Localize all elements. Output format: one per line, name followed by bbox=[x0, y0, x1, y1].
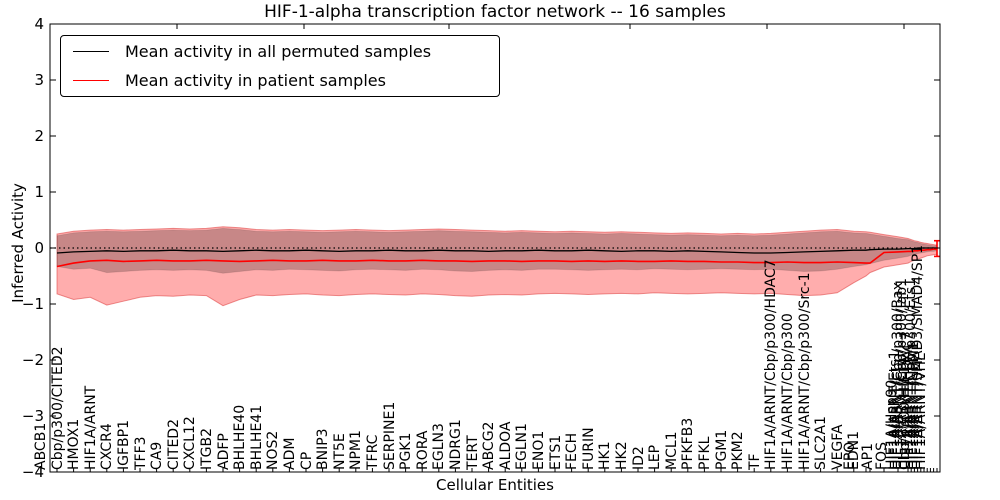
x-tick-label: TFRC bbox=[365, 434, 381, 470]
x-tick-label: BNIP3 bbox=[315, 428, 332, 470]
x-tick-label: HMOX1 bbox=[66, 418, 83, 470]
chart-title: HIF-1-alpha transcription factor network… bbox=[264, 2, 726, 22]
x-tick-label: NDRG1 bbox=[448, 419, 464, 470]
patient-mean-line bbox=[56, 248, 937, 268]
x-tick-label: NPM1 bbox=[348, 430, 365, 470]
legend-line-sample-permuted bbox=[73, 51, 109, 53]
x-tick-label: ID2 bbox=[630, 446, 647, 470]
x-tick-label: HIF1A/ARNT/Cbp/p300/HDAC7 bbox=[763, 259, 780, 470]
y-tick-label: −1 bbox=[21, 295, 44, 313]
x-tick-label: HK1 bbox=[597, 441, 614, 470]
x-tick-label: CP bbox=[298, 451, 315, 470]
x-tick-label: EGLN1 bbox=[514, 423, 531, 470]
legend-entry-label: Mean activity in patient samples bbox=[125, 70, 386, 90]
x-tick-label: BHLHE40 bbox=[232, 404, 249, 470]
y-tick-label: −2 bbox=[21, 351, 44, 369]
y-tick-label: −4 bbox=[21, 463, 44, 481]
x-tick-label: ABCG2 bbox=[481, 421, 498, 470]
legend-line-sample-patient bbox=[73, 79, 109, 81]
y-tick-label: 4 bbox=[34, 15, 44, 33]
x-tick-label: Cbp/p300/CITED2 bbox=[49, 346, 66, 470]
x-tick-label: FECH bbox=[564, 432, 581, 470]
x-tick-label: HIF1A/ARNT/Cbp/p300 bbox=[780, 313, 796, 470]
y-tick-label: 2 bbox=[34, 127, 44, 145]
x-tick-label: FURIN bbox=[580, 427, 597, 470]
x-tick-label: PFKL bbox=[697, 436, 713, 470]
x-tick-label: CITED2 bbox=[165, 419, 182, 470]
legend-entry: Mean activity in all permuted samples bbox=[61, 39, 499, 65]
x-tick-label: TERT bbox=[464, 435, 481, 470]
legend-entry-label: Mean activity in all permuted samples bbox=[125, 42, 432, 62]
y-tick-label: −3 bbox=[21, 407, 44, 425]
x-tick-label: NT5E bbox=[331, 433, 348, 470]
x-tick-label: LEP bbox=[647, 444, 664, 470]
x-tick-label: ETS1 bbox=[547, 434, 564, 470]
x-tick-label: TF bbox=[746, 453, 763, 470]
x-tick-label: ALDOA bbox=[497, 421, 514, 470]
x-tick-label: ADM bbox=[282, 437, 298, 470]
y-tick-label: 1 bbox=[34, 183, 44, 201]
permuted-mean-line bbox=[56, 247, 937, 254]
x-tick-label: RORA bbox=[414, 430, 431, 470]
x-tick-label: PKM2 bbox=[730, 431, 747, 470]
x-tick-label: HK2 bbox=[614, 441, 630, 470]
x-tick-label: PGM1 bbox=[713, 429, 730, 470]
x-tick-label: HIF1A/ARNT/Cbp/p300/Src-1 bbox=[796, 272, 813, 470]
x-tick-label: TFF3 bbox=[132, 436, 149, 470]
x-tick-label: HIF1A/ARNT bbox=[82, 385, 99, 470]
x-tick-label: CA9 bbox=[149, 441, 166, 470]
x-tick-label: ITGB2 bbox=[199, 427, 215, 470]
x-tick-label: PFKFB3 bbox=[680, 417, 697, 470]
x-tick-label: MCL1 bbox=[663, 431, 680, 470]
x-tick-label: CXCR4 bbox=[99, 423, 116, 470]
x-tick-label: NOS2 bbox=[265, 430, 282, 470]
legend: Mean activity in all permuted samples Me… bbox=[60, 35, 500, 97]
x-tick-label: PGK1 bbox=[398, 432, 415, 470]
y-tick-label: 3 bbox=[34, 71, 44, 89]
x-tick-label: EGLN3 bbox=[431, 423, 448, 470]
x-tick-label: CXCL12 bbox=[182, 416, 199, 470]
x-tick-label: IGFBP1 bbox=[116, 420, 132, 470]
x-tick-label: SERPINE1 bbox=[381, 401, 398, 470]
x-tick-label: SLC2A1 bbox=[813, 416, 830, 470]
x-tick-label: BHLHE41 bbox=[248, 404, 265, 470]
x-tick-label: ABCB1 bbox=[33, 422, 49, 470]
x-tick-label: HIF1A/ARNT/VHL bbox=[913, 353, 929, 470]
x-tick-label: ENO1 bbox=[531, 430, 547, 470]
x-tick-label: ADFP bbox=[215, 433, 232, 470]
legend-entry: Mean activity in patient samples bbox=[61, 67, 499, 93]
x-axis-label: Cellular Entities bbox=[436, 476, 554, 494]
y-tick-label: 0 bbox=[34, 239, 44, 257]
